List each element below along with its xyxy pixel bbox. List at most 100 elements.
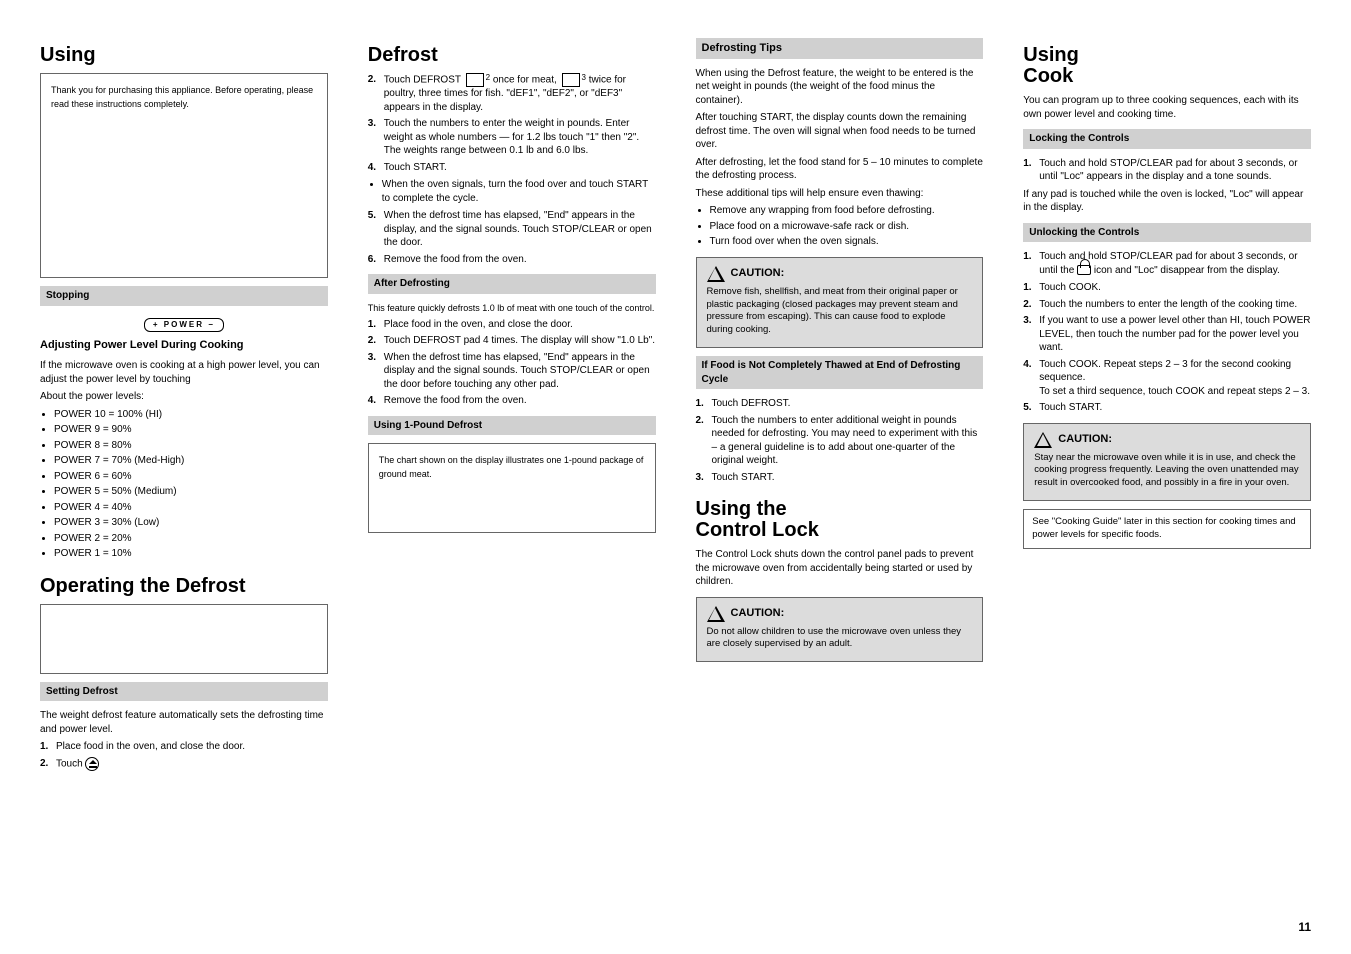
illustration-box-3: The chart shown on the display illustrat… xyxy=(368,443,656,533)
adjust-text: If the microwave oven is cooking at a hi… xyxy=(40,359,328,386)
tips-list: Remove any wrapping from food before def… xyxy=(710,204,984,249)
defrost-title: Operating the Defrost xyxy=(40,573,328,600)
seq-3: If you want to use a power level other t… xyxy=(1039,314,1311,355)
heading-stopping: Stopping xyxy=(40,286,328,306)
caution-box-3: ! CAUTION: Stay near the microwave oven … xyxy=(1023,423,1311,501)
pl-7: POWER 7 = 70% (Med-High) xyxy=(54,454,328,468)
onelb-steps: 1.Place food in the oven, and close the … xyxy=(368,318,656,408)
about-power-intro: About the power levels: xyxy=(40,390,328,404)
seq-1: Touch COOK. xyxy=(1039,281,1101,295)
warning-triangle-icon: ! xyxy=(707,606,725,622)
tip-p2: After touching START, the display counts… xyxy=(696,111,984,152)
tip-p3: After defrosting, let the food stand for… xyxy=(696,156,984,183)
control-lock-para: The Control Lock shuts down the control … xyxy=(696,548,984,589)
unlock-steps: 1. Touch and hold STOP/CLEAR pad for abo… xyxy=(1023,250,1311,277)
caution-box-2: ! CAUTION: Do not allow children to use … xyxy=(696,597,984,663)
see-cooking-guide-box: See "Cooking Guide" later in this sectio… xyxy=(1023,509,1311,549)
step-5: When the defrost time has elapsed, "End"… xyxy=(384,209,656,250)
caution-1-text: Remove fish, shellfish, and meat from th… xyxy=(707,286,973,337)
column-3: Defrosting Tips When using the Defrost f… xyxy=(696,30,984,924)
pl-3: POWER 3 = 30% (Low) xyxy=(54,516,328,530)
column-1: Using Thank you for purchasing this appl… xyxy=(40,30,328,924)
caution-1-title: CAUTION: xyxy=(731,266,785,281)
turn-over-li: When the oven signals, turn the food ove… xyxy=(382,178,656,205)
power-rocker-icon: + POWER − xyxy=(144,318,224,333)
see-cooking-guide-text: See "Cooking Guide" later in this sectio… xyxy=(1032,516,1295,540)
page-number: 11 xyxy=(1298,920,1311,934)
seq-2: Touch the numbers to enter the length of… xyxy=(1039,298,1297,312)
using-cook-title-2: Cook xyxy=(1023,63,1311,90)
onelb-2: Touch DEFROST pad 4 times. The display w… xyxy=(384,334,655,348)
defrost-step-2: Touch xyxy=(56,757,99,771)
caution-2-title: CAUTION: xyxy=(731,606,785,621)
defrost-step-1: Place food in the oven, and close the do… xyxy=(56,740,245,754)
key-icon-1 xyxy=(466,73,484,87)
onelb-1: Place food in the oven, and close the do… xyxy=(384,318,573,332)
illustration-box-1: Thank you for purchasing this appliance.… xyxy=(40,73,328,278)
column-4: Using Cook You can program up to three c… xyxy=(1023,30,1311,924)
seq-5: Touch START. xyxy=(1039,401,1102,415)
defrost-intro: The weight defrost feature automatically… xyxy=(40,709,328,736)
caution-3-title: CAUTION: xyxy=(1058,432,1112,447)
pl-4: POWER 4 = 40% xyxy=(54,501,328,515)
pl-6: POWER 6 = 60% xyxy=(54,470,328,484)
power-rocker-wrap: + POWER − xyxy=(40,314,328,337)
step-2b: Touch DEFROST 2 once for meat, 3 twice f… xyxy=(384,73,656,114)
pl-5: POWER 5 = 50% (Medium) xyxy=(54,485,328,499)
pl-8: POWER 8 = 80% xyxy=(54,439,328,453)
not-thawed-steps: 1.Touch DEFROST. 2.Touch the numbers to … xyxy=(696,397,984,484)
thaw-2: Touch the numbers to enter additional we… xyxy=(712,414,984,468)
warning-triangle-icon: ! xyxy=(1034,432,1052,448)
using-title: Using xyxy=(40,42,328,69)
caution-3-text: Stay near the microwave oven while it is… xyxy=(1034,452,1300,490)
heading-not-thawed: If Food is Not Completely Thawed at End … xyxy=(696,356,984,389)
heading-setting-defrost: Setting Defrost xyxy=(40,682,328,702)
tip-li-3: Turn food over when the oven signals. xyxy=(710,235,984,249)
illustration-caption-1: Thank you for purchasing this appliance.… xyxy=(51,85,313,109)
onelb-intro: This feature quickly defrosts 1.0 lb of … xyxy=(368,302,656,314)
pl-1: POWER 1 = 10% xyxy=(54,547,328,561)
pl-10: POWER 10 = 100% (HI) xyxy=(54,408,328,422)
turn-over-note: When the oven signals, turn the food ove… xyxy=(382,178,656,205)
step-6: Remove the food from the oven. xyxy=(384,253,527,267)
tip-p4: These additional tips will help ensure e… xyxy=(696,187,984,201)
power-levels-list: POWER 10 = 100% (HI) POWER 9 = 90% POWER… xyxy=(54,408,328,561)
heading-lock: Locking the Controls xyxy=(1023,129,1311,149)
warning-triangle-icon: ! xyxy=(707,266,725,282)
caution-2-text: Do not allow children to use the microwa… xyxy=(707,626,973,652)
padlock-icon xyxy=(1077,265,1091,275)
defrost-end-steps: 5.When the defrost time has elapsed, "En… xyxy=(368,209,656,266)
onelb-3: When the defrost time has elapsed, "End"… xyxy=(384,351,656,392)
heading-1lb-defrost: Using 1-Pound Defrost xyxy=(368,416,656,436)
caution-box-1: ! CAUTION: Remove fish, shellfish, and m… xyxy=(696,257,984,348)
thaw-3: Touch START. xyxy=(712,471,775,485)
onelb-4: Remove the food from the oven. xyxy=(384,394,527,408)
heading-unlock: Unlocking the Controls xyxy=(1023,223,1311,243)
tip-li-1: Remove any wrapping from food before def… xyxy=(710,204,984,218)
heading-after-defrost: After Defrosting xyxy=(368,274,656,294)
defrost-heading-col2: Defrost xyxy=(368,42,656,69)
illustration-box-2 xyxy=(40,604,328,674)
control-lock-title-2: Control Lock xyxy=(696,517,984,544)
cook-intro: You can program up to three cooking sequ… xyxy=(1023,94,1311,121)
heading-defrost-tips: Defrosting Tips xyxy=(696,38,984,59)
eject-icon xyxy=(85,757,99,771)
seq-4: Touch COOK. Repeat steps 2 – 3 for the s… xyxy=(1039,358,1311,399)
key-icon-2 xyxy=(562,73,580,87)
lock-para: If any pad is touched while the oven is … xyxy=(1023,188,1311,215)
adjust-heading: Adjusting Power Level During Cooking xyxy=(40,338,328,353)
onelb-chart-caption: The chart shown on the display illustrat… xyxy=(379,455,644,479)
cook-seq-steps: 1.Touch COOK. 2.Touch the numbers to ent… xyxy=(1023,281,1311,415)
column-2: Defrost 2. Touch DEFROST 2 once for meat… xyxy=(368,30,656,924)
defrost-steps: 1.Place food in the oven, and close the … xyxy=(40,740,328,771)
defrost-cont-steps: 2. Touch DEFROST 2 once for meat, 3 twic… xyxy=(368,73,656,174)
unlock-step-1: Touch and hold STOP/CLEAR pad for about … xyxy=(1039,250,1311,277)
lock-steps: 1.Touch and hold STOP/CLEAR pad for abou… xyxy=(1023,157,1311,184)
step-4: Touch START. xyxy=(384,161,447,175)
step-3: Touch the numbers to enter the weight in… xyxy=(384,117,656,158)
pl-2: POWER 2 = 20% xyxy=(54,532,328,546)
tip-p1: When using the Defrost feature, the weig… xyxy=(696,67,984,108)
thaw-1: Touch DEFROST. xyxy=(712,397,791,411)
pl-9: POWER 9 = 90% xyxy=(54,423,328,437)
lock-step-1: Touch and hold STOP/CLEAR pad for about … xyxy=(1039,157,1311,184)
